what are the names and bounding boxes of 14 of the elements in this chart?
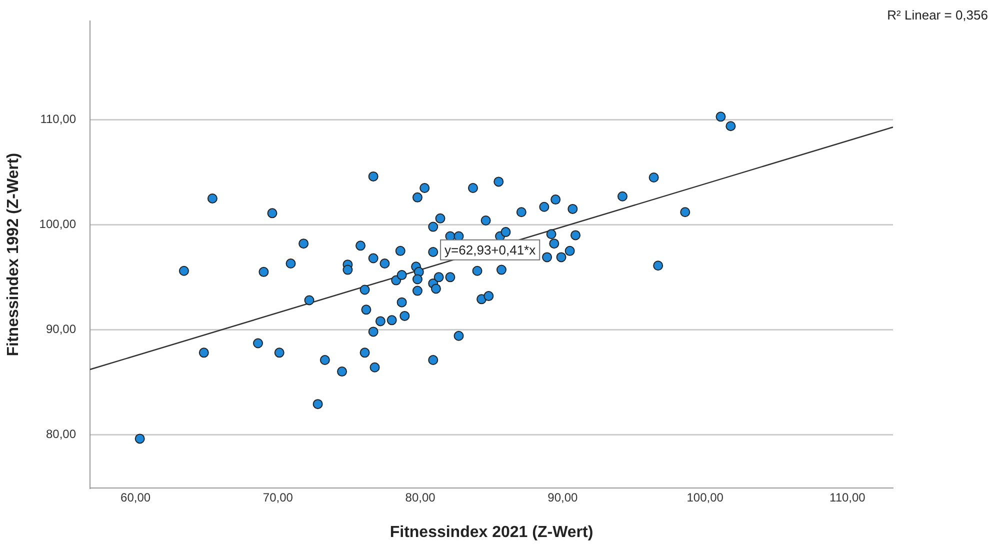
x-tick-label: 100,00 bbox=[686, 490, 724, 505]
x-tick-label: 70,00 bbox=[262, 490, 294, 505]
y-tick-label: 80,00 bbox=[46, 426, 76, 441]
y-tick-label: 110,00 bbox=[40, 112, 76, 126]
x-tick-label: 90,00 bbox=[548, 490, 578, 505]
y-tick-label: 100,00 bbox=[39, 217, 76, 232]
annotation: R² Linear = 0,356 bbox=[887, 8, 988, 23]
x-tick-label: 110,00 bbox=[830, 490, 866, 505]
annotation: y=62,93+0,41*x bbox=[444, 242, 536, 258]
x-tick-label: 80,00 bbox=[405, 490, 436, 505]
y-axis-title: Fitnessindex 1992 (Z-Wert) bbox=[5, 152, 22, 356]
x-tick-label: 60,00 bbox=[120, 490, 151, 505]
y-tick-label: 90,00 bbox=[46, 322, 76, 336]
x-axis-title: Fitnessindex 2021 (Z-Wert) bbox=[390, 524, 594, 541]
